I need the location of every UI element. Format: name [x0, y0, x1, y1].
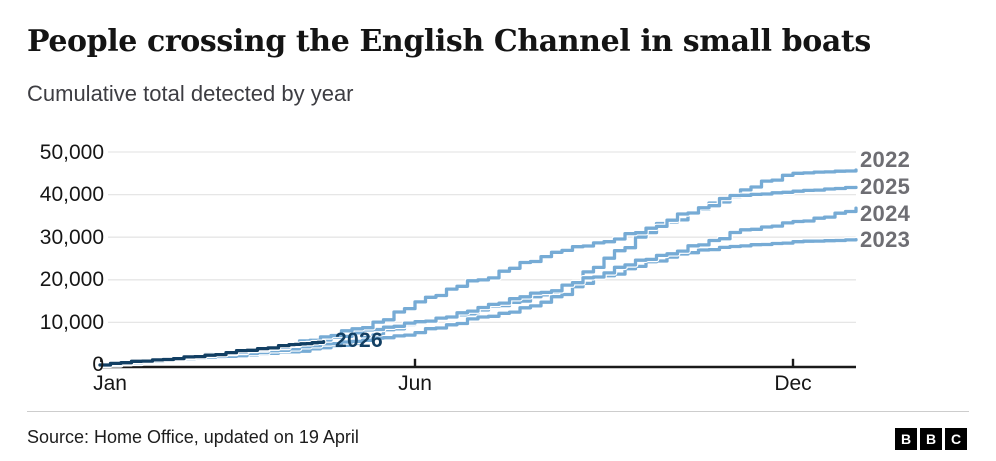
y-tick-label: 50,000 [39, 141, 104, 164]
series-line-2022 [97, 167, 859, 368]
series-label-2024: 2024 [860, 201, 911, 226]
series-label-2022: 2022 [860, 147, 911, 172]
bbc-logo-block: B [920, 428, 942, 450]
x-tick-label-jun: Jun [398, 372, 432, 395]
footer-divider [27, 411, 969, 412]
series-line-2023 [97, 236, 859, 368]
y-tick-label: 10,000 [39, 311, 104, 334]
page-title: People crossing the English Channel in s… [27, 24, 871, 59]
y-tick-label: 20,000 [39, 268, 104, 291]
source-note: Source: Home Office, updated on 19 April [27, 427, 359, 447]
y-tick-label: 0 [92, 353, 104, 376]
series-line-2022 [98, 168, 858, 367]
series-label-2025: 2025 [860, 174, 911, 199]
y-tick-label: 40,000 [39, 183, 104, 206]
bbc-logo-block: B [895, 428, 917, 450]
series-label-2026: 2026 [335, 329, 383, 352]
y-tick-label: 30,000 [39, 226, 104, 249]
series-line-2026 [98, 339, 326, 367]
chart-subtitle: Cumulative total detected by year [27, 81, 354, 106]
bbc-logo: B B C [895, 428, 967, 450]
series-line-2025 [98, 185, 858, 367]
x-tick-label-dec: Dec [774, 372, 812, 395]
series-line-2023 [98, 237, 858, 367]
series-line-2024 [97, 205, 859, 368]
x-tick-label-jan: Jan [93, 372, 127, 395]
bbc-logo-block: C [945, 428, 967, 450]
series-line-2025 [97, 184, 859, 368]
series-label-2023: 2023 [860, 227, 911, 252]
